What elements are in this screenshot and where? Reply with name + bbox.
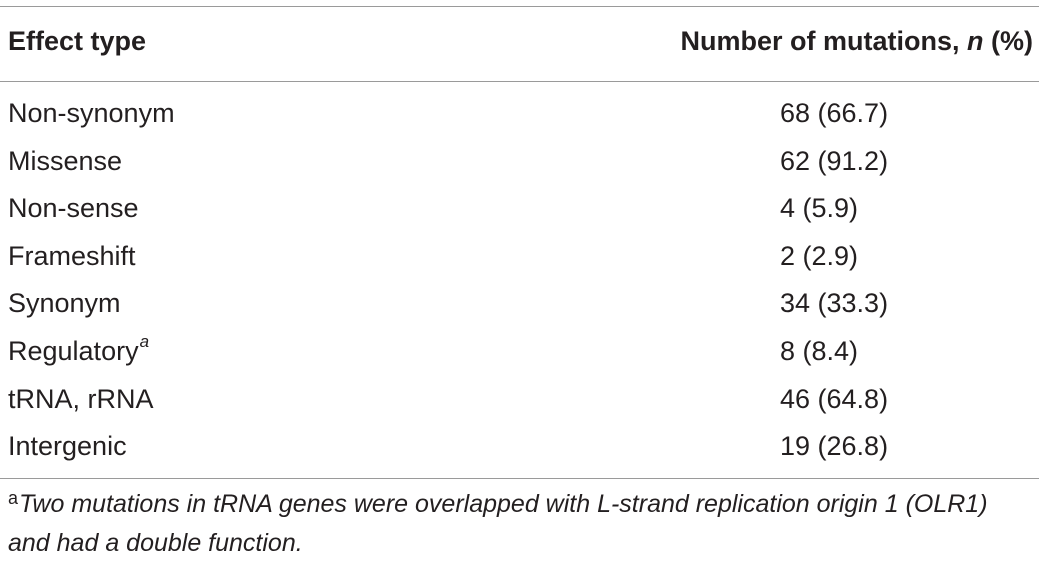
header-number-of-mutations: Number of mutations, n (%) [680,26,1033,57]
table-row: Missense 62 (91.2) [0,138,1039,186]
row-label: Non-sense [8,193,139,224]
footnote-mark: a [8,488,19,508]
row-value: 62 (91.2) [780,145,889,176]
row-value: 46 (64.8) [780,383,889,414]
table-footnote: aTwo mutations in tRNA genes were overla… [8,486,1033,562]
row-label: Non-synonym [8,98,175,128]
table-row: tRNA, rRNA 46 (64.8) [0,376,1039,424]
row-label: Synonym [8,288,121,319]
row-label: Frameshift [8,240,136,271]
row-label: Regulatorya [8,328,149,376]
row-label: tRNA, rRNA [8,383,154,414]
table-top-rule [0,6,1039,7]
row-value: 2 (2.9) [780,240,859,271]
row-label: Intergenic [8,431,127,462]
table-row: Synonym 34 (33.3) [0,280,1039,328]
footnote-marker: a [139,331,150,351]
row-value: 68 (66.7) [780,98,889,128]
header-effect-type: Effect type [8,26,147,56]
table-row: Non-synonym 68 (66.7) [0,90,1039,138]
row-value: 4 (5.9) [780,193,859,224]
table-row: Non-sense 4 (5.9) [0,185,1039,233]
row-value: 19 (26.8) [780,431,889,462]
header-number-suffix: (%) [991,26,1033,56]
table-row: Regulatorya 8 (8.4) [0,328,1039,376]
table-header-rule [0,81,1039,82]
table-body: Non-synonym 68 (66.7) Missense 62 (91.2)… [0,90,1039,471]
table-bottom-rule [0,478,1039,479]
footnote-text: Two mutations in tRNA genes were overlap… [8,490,988,557]
row-value: 34 (33.3) [780,288,889,319]
row-value: 8 (8.4) [780,335,859,366]
header-number-prefix: Number of mutations, [680,26,960,56]
table-header-row: Effect type Number of mutations, n (%) [0,26,1039,62]
header-number-n: n [966,26,984,56]
row-label-text: Regulatory [8,335,139,366]
row-label: Missense [8,145,123,176]
table-row: Frameshift 2 (2.9) [0,233,1039,281]
table-row: Intergenic 19 (26.8) [0,423,1039,471]
